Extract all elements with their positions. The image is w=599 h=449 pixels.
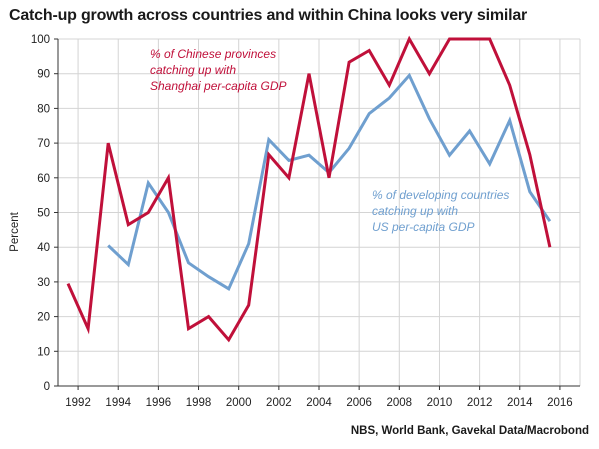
x-tick-label: 2008 — [387, 397, 413, 409]
x-tick-label: 1992 — [65, 397, 91, 409]
annotation-china-provinces-line: catching up with — [150, 63, 236, 77]
y-tick-label: 60 — [37, 173, 50, 185]
y-tick-label: 0 — [44, 381, 50, 393]
x-tick-label: 2010 — [427, 397, 453, 409]
axes: 0 10 20 30 40 50 60 70 80 90 100 1992 1994 1996 1998 20… — [31, 34, 580, 409]
annotation-china-provinces-line: % of Chinese provinces — [150, 47, 276, 61]
y-tick-label: 90 — [37, 69, 50, 81]
x-tick-label: 1998 — [186, 397, 212, 409]
x-tick-label: 2006 — [346, 397, 372, 409]
x-tick-label: 2014 — [507, 397, 533, 409]
series-line-china-provinces — [66, 35, 552, 343]
x-tick-label: 1994 — [105, 397, 131, 409]
y-tick-label: 100 — [31, 34, 50, 46]
y-tick-label: 20 — [37, 312, 50, 324]
x-tick-label: 2002 — [266, 397, 292, 409]
series-annotations: % of Chinese provinces catching up with Sh… — [150, 47, 509, 234]
y-tick-label: 30 — [37, 277, 50, 289]
data-series — [66, 35, 552, 343]
source-note: NBS, World Bank, Gavekal Data/Macrobond — [350, 425, 589, 437]
annotation-china-provinces-line: Shanghai per-capita GDP — [150, 79, 287, 93]
y-tick-label: 40 — [37, 242, 50, 254]
x-tick-label: 2012 — [467, 397, 493, 409]
series-line-developing-countries — [107, 72, 552, 291]
annotation-developing-countries-line: catching up with — [372, 204, 458, 218]
y-tick-label: 10 — [37, 346, 50, 358]
y-axis-label: Percent — [9, 211, 21, 251]
x-tick-label: 1996 — [146, 397, 172, 409]
annotation-developing-countries-line: % of developing countries — [372, 188, 509, 202]
gridlines — [58, 38, 581, 386]
y-tick-label: 50 — [37, 208, 50, 220]
x-tick-label: 2004 — [306, 397, 332, 409]
y-tick-label: 70 — [37, 138, 50, 150]
chart-title: Catch-up growth across countries and wit… — [9, 7, 528, 24]
x-tick-label: 2000 — [226, 397, 252, 409]
annotation-developing-countries-line: US per-capita GDP — [372, 220, 475, 234]
x-tick-label: 2016 — [547, 397, 573, 409]
y-tick-label: 80 — [37, 103, 50, 115]
